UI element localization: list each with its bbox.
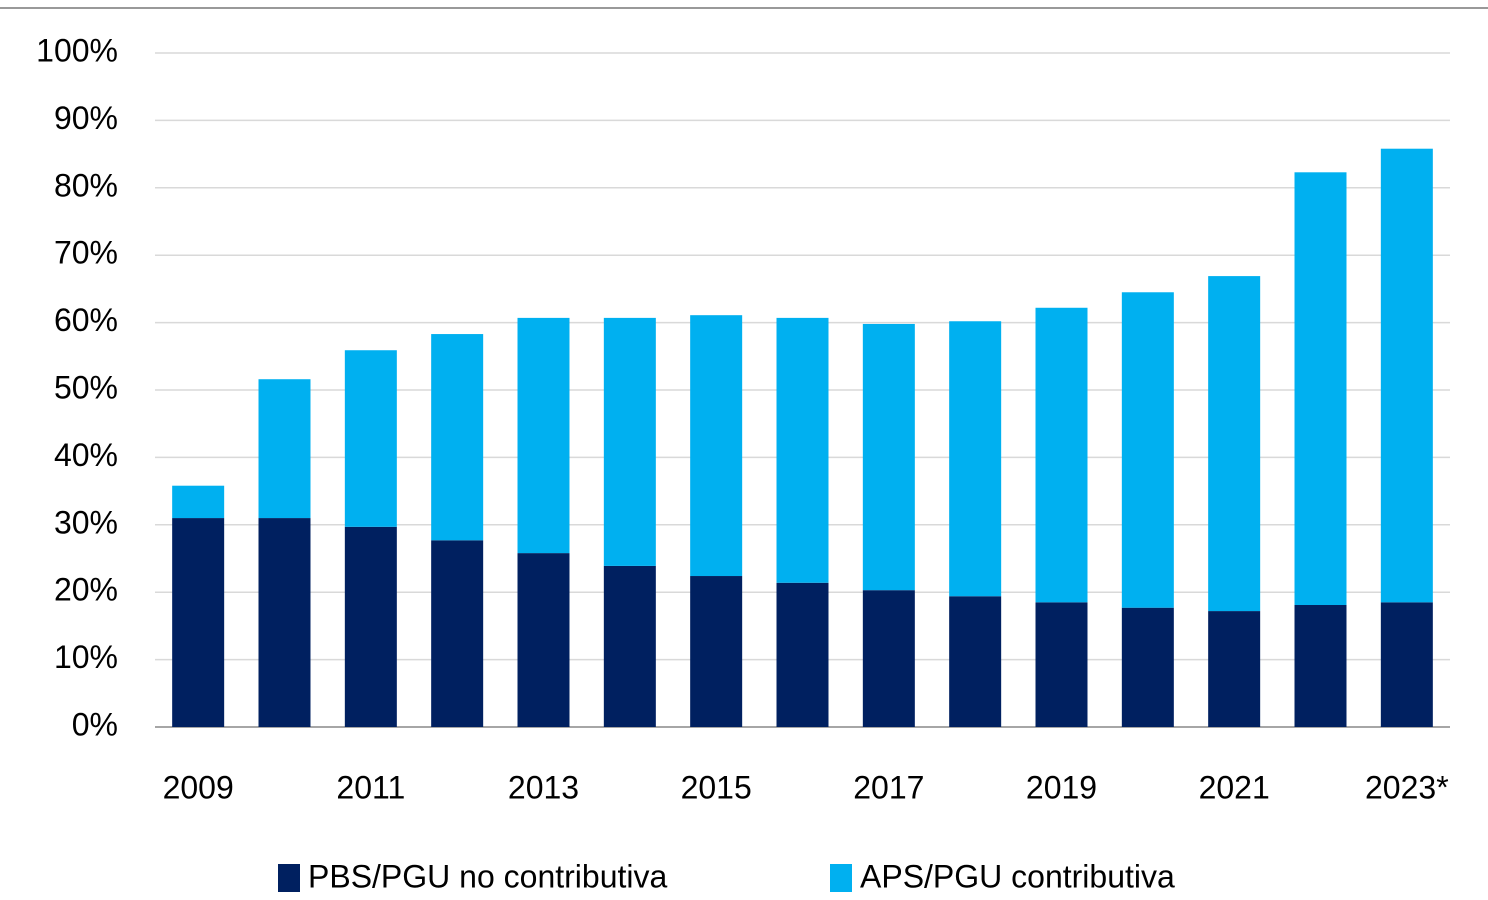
bar-segment: [1121, 607, 1174, 727]
bar-segment: [517, 553, 570, 727]
y-tick-label: 80%: [54, 167, 118, 203]
bar-segment: [344, 350, 397, 527]
bar-segment: [1208, 611, 1261, 727]
bar-segment: [172, 485, 225, 519]
bar-segment: [1121, 292, 1174, 608]
bar-segment: [258, 518, 311, 727]
bar-segment: [690, 576, 743, 727]
y-tick-label: 40%: [54, 437, 118, 473]
y-tick-label: 100%: [36, 32, 118, 68]
bar-segment: [690, 315, 743, 577]
bar-segment: [1035, 602, 1088, 727]
legend-swatch: [830, 864, 852, 892]
bar-segment: [949, 596, 1002, 727]
legend-label: PBS/PGU no contributiva: [308, 858, 667, 894]
bar-segment: [776, 317, 829, 583]
x-tick-label: 2013: [508, 769, 579, 805]
bar-segment: [1208, 276, 1261, 612]
bar-segment: [1294, 172, 1347, 606]
x-tick-label: 2023*: [1365, 769, 1449, 805]
y-tick-label: 0%: [72, 706, 118, 742]
y-tick-label: 60%: [54, 302, 118, 338]
bar-segment: [776, 582, 829, 727]
legend-label: APS/PGU contributiva: [860, 858, 1175, 894]
x-tick-label: 2011: [336, 769, 405, 805]
y-tick-label: 50%: [54, 369, 118, 405]
bar-segment: [603, 317, 656, 566]
y-tick-label: 10%: [54, 639, 118, 675]
legend-swatch: [278, 864, 300, 892]
bar-segment: [172, 518, 225, 727]
bar-segment: [1380, 602, 1433, 727]
bar-segment: [949, 321, 1002, 597]
bar-segment: [258, 379, 311, 519]
bar-segment: [862, 590, 915, 727]
bar-segment: [344, 526, 397, 727]
bar-segment: [1294, 605, 1347, 727]
bar-segment: [431, 334, 484, 541]
y-tick-label: 30%: [54, 504, 118, 540]
bar-segment: [603, 565, 656, 727]
bar-segment: [1380, 148, 1433, 603]
x-tick-label: 2019: [1026, 769, 1097, 805]
y-tick-label: 90%: [54, 100, 118, 136]
bar-segment: [862, 323, 915, 591]
y-tick-label: 70%: [54, 235, 118, 271]
x-tick-label: 2021: [1199, 769, 1270, 805]
bar-segment: [1035, 307, 1088, 603]
bar-segment: [431, 540, 484, 727]
x-tick-label: 2017: [853, 769, 924, 805]
y-tick-label: 20%: [54, 572, 118, 608]
x-tick-label: 2015: [681, 769, 752, 805]
x-tick-label: 2009: [163, 769, 234, 805]
bar-segment: [517, 317, 570, 554]
